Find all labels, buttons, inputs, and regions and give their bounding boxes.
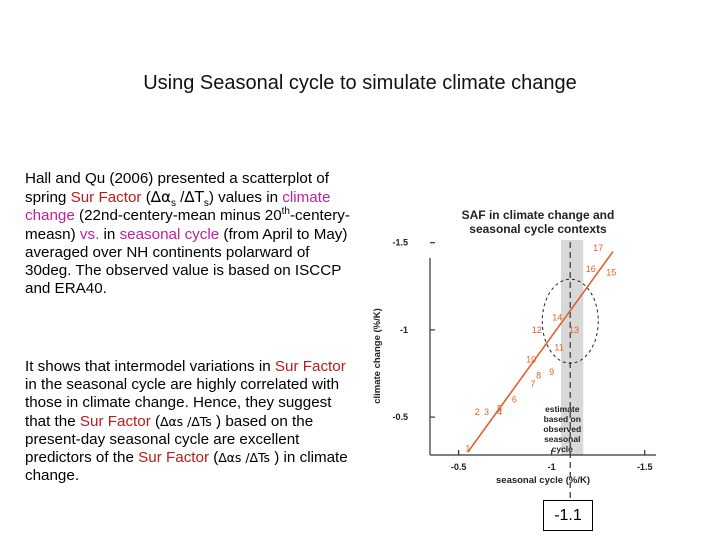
sur-factor-term: Sur Factor <box>79 412 151 430</box>
data-point-17: 17 <box>593 243 603 253</box>
annotation-line: seasonal <box>544 434 580 444</box>
ratio-symbol: ∆αs /∆Ts <box>218 450 271 466</box>
climate-change-term: climate change <box>25 189 331 225</box>
data-point-7: 7 <box>531 379 536 389</box>
data-point-3: 3 <box>484 407 489 417</box>
data-point-6: 6 <box>512 395 517 405</box>
observed-value-box: -1.1 <box>543 500 593 531</box>
data-point-4: 4 <box>497 407 502 417</box>
data-point-5: 5 <box>497 403 502 413</box>
y-tick-label: -1 <box>400 325 408 335</box>
seasonal-cycle-term: seasonal cycle <box>119 225 220 243</box>
annotation-line: estimate <box>545 404 580 414</box>
annotation-line: based on <box>544 414 581 424</box>
y-axis-label: climate change (%/K) <box>372 308 383 404</box>
sur-factor-term: Sur Factor <box>70 189 142 207</box>
y-tick-label: -1.5 <box>392 238 408 248</box>
data-point-11: 11 <box>554 342 563 352</box>
data-point-1: 1 <box>465 444 470 454</box>
chart-title-line1: SAF in climate change and <box>462 208 615 222</box>
observed-range-band <box>560 240 584 455</box>
ratio-symbol: ∆αs /∆Ts <box>160 413 212 429</box>
x-tick-label: -0.5 <box>451 462 467 472</box>
data-point-10: 10 <box>526 355 536 365</box>
x-tick-label: -1 <box>548 462 556 472</box>
paragraph-conclusion: It shows that intermodel variations in S… <box>25 358 348 485</box>
delta-t-symbol: ∆T <box>184 188 204 207</box>
y-tick-label: -0.5 <box>392 412 408 422</box>
data-point-8: 8 <box>536 370 541 380</box>
x-axis-label: seasonal cycle (%/K) <box>496 475 590 486</box>
data-point-12: 12 <box>532 325 542 335</box>
data-point-16: 16 <box>586 264 596 274</box>
x-tick-label: -1.5 <box>637 462 653 472</box>
annotation-line: observed <box>543 424 581 434</box>
vs-term: vs. <box>79 225 100 243</box>
data-point-13: 13 <box>569 325 579 335</box>
delta-alpha-symbol: ∆α <box>150 188 171 207</box>
annotation-line: cycle <box>552 444 574 454</box>
data-point-15: 15 <box>606 267 616 277</box>
observed-highlight-ellipse <box>541 278 599 364</box>
sur-factor-term: Sur Factor <box>138 449 210 467</box>
data-point-9: 9 <box>549 367 554 377</box>
slide-title: Using Seasonal cycle to simulate climate… <box>143 72 577 94</box>
regression-line <box>467 250 614 453</box>
data-point-2: 2 <box>475 407 480 417</box>
sur-factor-term: Sur Factor <box>274 358 346 375</box>
saf-scatter-plot: SAF in climate change and seasonal cycle… <box>372 208 656 498</box>
paragraph-description: Hall and Qu (2006) presented a scatterpl… <box>25 170 350 298</box>
chart-title-line2: seasonal cycle contexts <box>469 222 607 236</box>
data-point-14: 14 <box>552 313 562 323</box>
